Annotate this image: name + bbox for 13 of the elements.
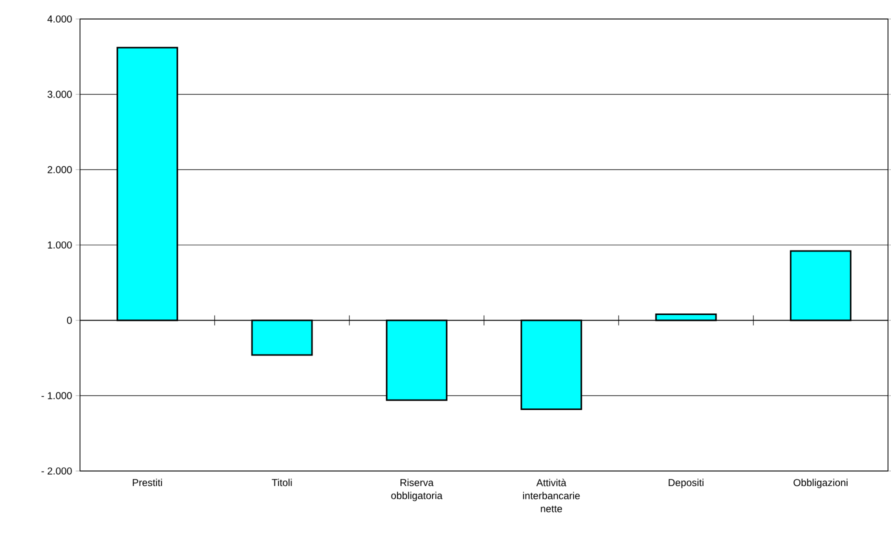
y-tick-label: 1.000 bbox=[48, 241, 72, 249]
x-tick-label: Attività interbancarie nette bbox=[523, 478, 580, 512]
y-tick-label: 2.000 bbox=[48, 166, 72, 174]
y-tick-label: 4.000 bbox=[47, 15, 72, 23]
x-tick-label: Riserva obbligatoria bbox=[391, 478, 443, 502]
x-tick-label: Titoli bbox=[272, 478, 292, 486]
y-tick-label: - 1.000 bbox=[42, 392, 72, 400]
y-tick-label: 0 bbox=[67, 316, 72, 324]
y-tick-label: - 2.000 bbox=[42, 467, 72, 475]
x-tick-label: Depositi bbox=[668, 478, 704, 488]
y-tick-label: 3.000 bbox=[48, 90, 72, 98]
x-tick-label: Prestiti bbox=[132, 478, 162, 486]
x-tick-label: Obbligazioni bbox=[794, 478, 848, 488]
